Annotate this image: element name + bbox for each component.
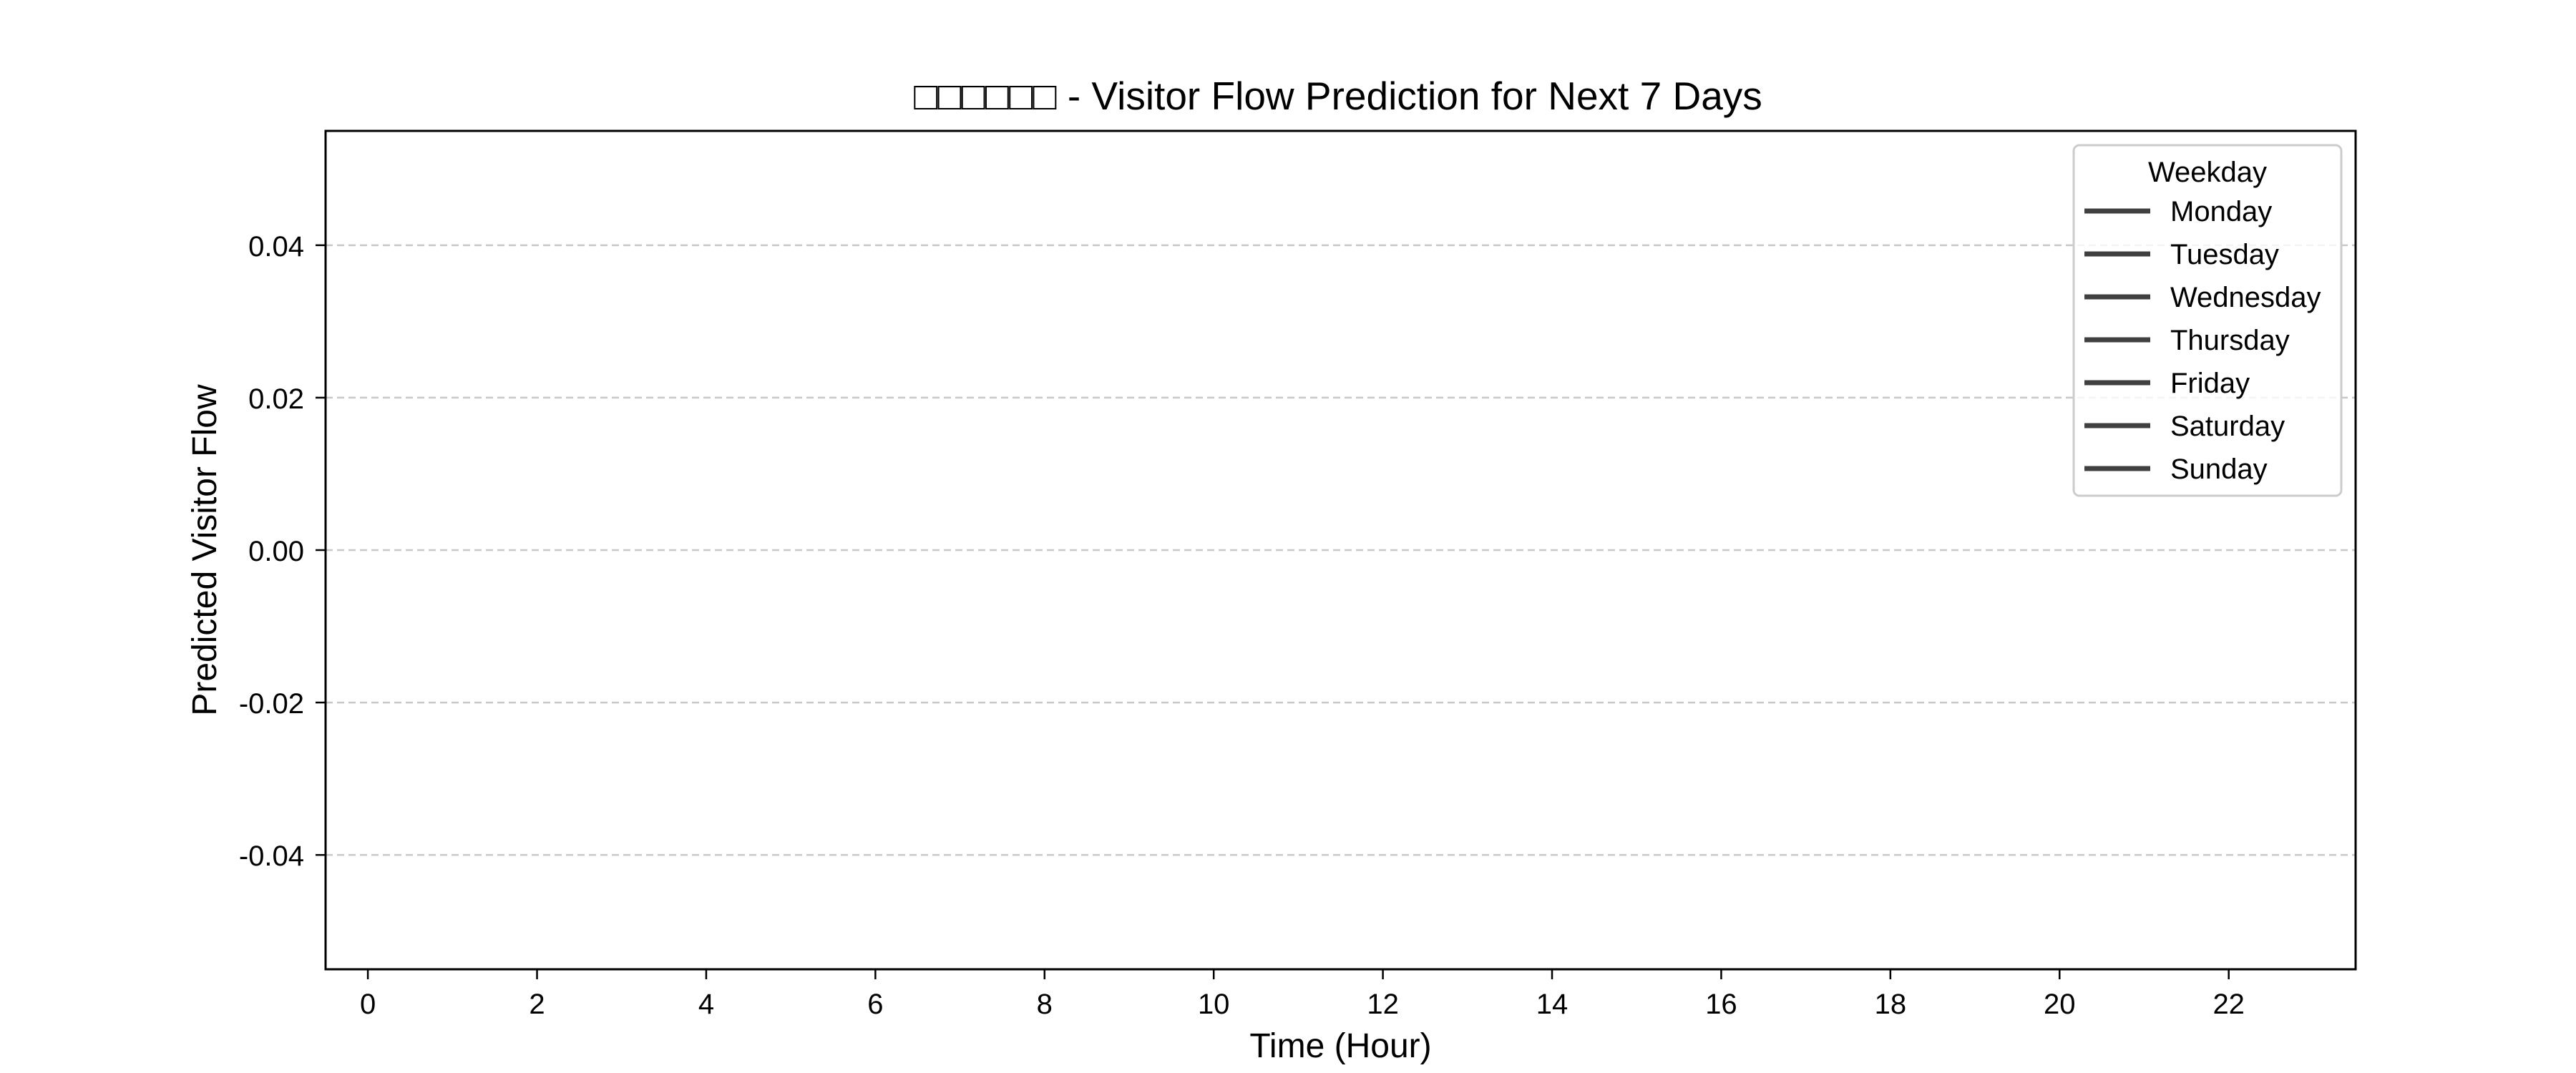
x-tick-label: 16 bbox=[1705, 989, 1737, 1020]
x-tick-label: 12 bbox=[1367, 989, 1399, 1020]
y-axis: -0.04 -0.02 0.00 0.02 0.04 bbox=[239, 231, 326, 872]
legend-title: Weekday bbox=[2148, 157, 2267, 188]
legend-item-label: Tuesday bbox=[2170, 239, 2279, 270]
legend-item-label: Saturday bbox=[2170, 411, 2285, 442]
x-axis: 0 2 4 6 8 10 12 14 16 18 20 22 bbox=[360, 969, 2245, 1020]
x-tick-label: 14 bbox=[1536, 989, 1568, 1020]
x-tick-label: 0 bbox=[360, 989, 376, 1020]
legend-item-label: Wednesday bbox=[2170, 282, 2321, 313]
legend-box bbox=[2072, 144, 2343, 497]
legend-item-label: Sunday bbox=[2170, 454, 2268, 485]
y-axis-label: Predicted Visitor Flow bbox=[186, 384, 224, 716]
x-axis-label: Time (Hour) bbox=[1249, 1027, 1431, 1065]
x-tick-label: 2 bbox=[529, 989, 545, 1020]
x-tick-label: 4 bbox=[698, 989, 714, 1020]
x-tick-label: 18 bbox=[1875, 989, 1907, 1020]
legend-item-label: Monday bbox=[2170, 196, 2272, 227]
x-tick-label: 22 bbox=[2212, 989, 2245, 1020]
grid-layer bbox=[326, 244, 2356, 856]
y-tick-label: -0.04 bbox=[239, 841, 304, 872]
legend: Weekday Monday Tuesday Wednesday Thursday Fr… bbox=[2072, 144, 2343, 497]
x-tick-label: 20 bbox=[2044, 989, 2076, 1020]
legend-item-label: Friday bbox=[2170, 368, 2250, 399]
legend-entries: Monday Tuesday Wednesday Thursday Friday Satu… bbox=[2084, 196, 2321, 485]
y-tick-label: 0.02 bbox=[248, 383, 304, 415]
y-tick-label: -0.02 bbox=[239, 688, 304, 720]
legend-item-label: Thursday bbox=[2170, 325, 2290, 356]
x-tick-label: 6 bbox=[867, 989, 883, 1020]
y-tick-label: 0.04 bbox=[248, 231, 304, 263]
chart-title: □□□□□□ - Visitor Flow Prediction for Nex… bbox=[914, 74, 1762, 118]
x-tick-label: 10 bbox=[1198, 989, 1230, 1020]
y-tick-label: 0.00 bbox=[248, 536, 304, 567]
x-tick-label: 8 bbox=[1037, 989, 1053, 1020]
